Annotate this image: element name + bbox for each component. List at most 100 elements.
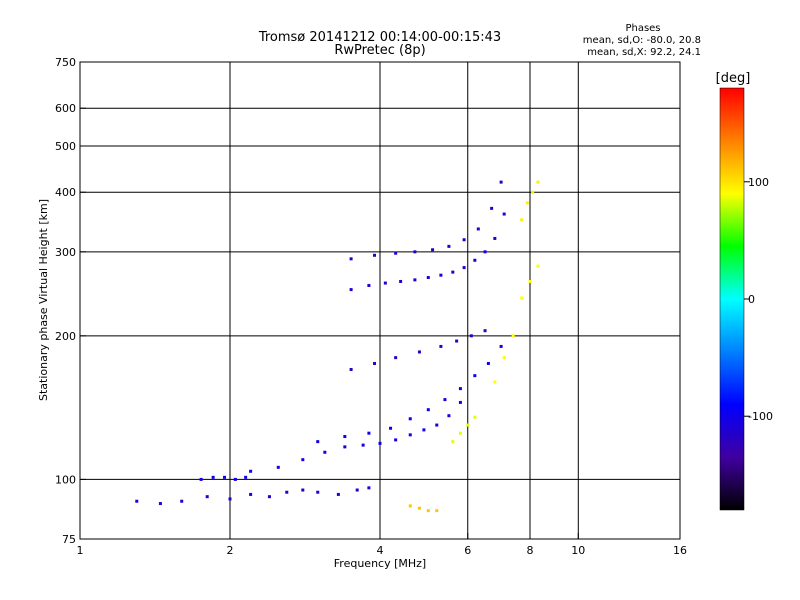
x-tick-label: 8 xyxy=(527,544,534,557)
y-axis-ticks: 75 100 200 300 400 500 600 750 xyxy=(55,56,86,546)
data-point xyxy=(336,492,340,496)
data-point xyxy=(267,495,271,499)
data-point xyxy=(276,465,280,469)
data-point xyxy=(422,428,426,432)
stats-heading: Phases xyxy=(625,23,660,34)
data-point xyxy=(502,212,506,216)
colorbar-tick-label: -100 xyxy=(748,410,773,423)
data-point xyxy=(458,400,462,404)
data-point xyxy=(301,458,305,462)
data-point xyxy=(389,426,393,430)
data-point xyxy=(462,238,466,242)
x-axis-label: Frequency [MHz] xyxy=(334,557,426,570)
data-point xyxy=(408,417,412,421)
grid-lines xyxy=(80,62,680,539)
data-point xyxy=(349,257,353,261)
y-tick-label: 600 xyxy=(55,102,76,115)
data-point xyxy=(520,296,524,300)
data-point xyxy=(205,495,209,499)
data-point xyxy=(536,180,540,184)
data-point xyxy=(367,486,371,490)
data-point xyxy=(426,276,430,280)
data-point xyxy=(343,445,347,449)
data-point xyxy=(499,344,503,348)
colorbar-tick-label: 100 xyxy=(748,176,769,189)
y-tick-label: 75 xyxy=(62,533,76,546)
x-tick-label: 2 xyxy=(227,544,234,557)
data-point xyxy=(355,488,359,492)
colorbar-ticks: 100 0 -100 xyxy=(744,176,773,423)
data-point xyxy=(451,270,455,274)
y-tick-label: 750 xyxy=(55,56,76,69)
y-tick-label: 100 xyxy=(55,473,76,486)
data-point xyxy=(458,387,462,391)
data-point xyxy=(439,344,443,348)
data-point xyxy=(483,250,487,254)
data-point xyxy=(493,380,497,384)
data-point xyxy=(413,278,417,282)
data-point xyxy=(531,190,535,194)
x-tick-label: 4 xyxy=(377,544,384,557)
chart-title: Tromsø 20141212 00:14:00-00:15:43 xyxy=(258,30,501,45)
data-point xyxy=(285,490,289,494)
data-point xyxy=(476,227,480,231)
data-point xyxy=(536,264,540,268)
data-point xyxy=(361,443,365,447)
x-tick-label: 6 xyxy=(464,544,471,557)
stats-line-x: mean, sd,X: 92.2, 24.1 xyxy=(587,47,701,58)
data-point xyxy=(493,236,497,240)
data-point xyxy=(473,374,477,378)
data-point xyxy=(431,248,435,252)
colorbar xyxy=(719,87,745,511)
data-point xyxy=(135,499,139,503)
data-point xyxy=(394,438,398,442)
data-point xyxy=(451,440,455,444)
data-point xyxy=(249,492,253,496)
data-point xyxy=(408,504,412,508)
data-point xyxy=(447,244,451,248)
data-point xyxy=(158,502,162,506)
data-point xyxy=(473,415,477,419)
data-point xyxy=(511,334,515,338)
data-point xyxy=(520,218,524,222)
data-point xyxy=(223,475,227,479)
data-point xyxy=(408,433,412,437)
x-tick-label: 1 xyxy=(77,544,84,557)
data-point xyxy=(249,469,253,473)
data-point xyxy=(458,431,462,435)
data-point xyxy=(301,488,305,492)
data-points xyxy=(135,180,540,513)
y-tick-label: 200 xyxy=(55,330,76,343)
data-point xyxy=(180,499,184,503)
data-point xyxy=(323,450,327,454)
data-point xyxy=(528,279,532,283)
data-point xyxy=(417,506,421,510)
data-point xyxy=(502,356,506,360)
data-point xyxy=(199,477,203,481)
data-point xyxy=(486,361,490,365)
data-point xyxy=(228,497,232,501)
data-point xyxy=(349,288,353,292)
data-point xyxy=(343,435,347,439)
data-point xyxy=(373,253,377,257)
data-point xyxy=(413,250,417,254)
y-tick-label: 500 xyxy=(55,140,76,153)
data-point xyxy=(490,206,494,210)
data-point xyxy=(367,283,371,287)
data-point xyxy=(469,334,473,338)
data-point xyxy=(483,329,487,333)
stats-line-o: mean, sd,O: -80.0, 20.8 xyxy=(583,35,701,46)
data-point xyxy=(447,414,451,418)
y-tick-label: 400 xyxy=(55,186,76,199)
x-tick-label: 16 xyxy=(673,544,687,557)
colorbar-tick-label: 0 xyxy=(748,293,755,306)
data-point xyxy=(244,475,248,479)
chart-subtitle: RwPretec (8p) xyxy=(334,43,425,58)
data-point xyxy=(373,361,377,365)
data-point xyxy=(426,408,430,412)
data-point xyxy=(443,398,447,402)
data-point xyxy=(378,441,382,445)
data-point xyxy=(435,509,439,513)
